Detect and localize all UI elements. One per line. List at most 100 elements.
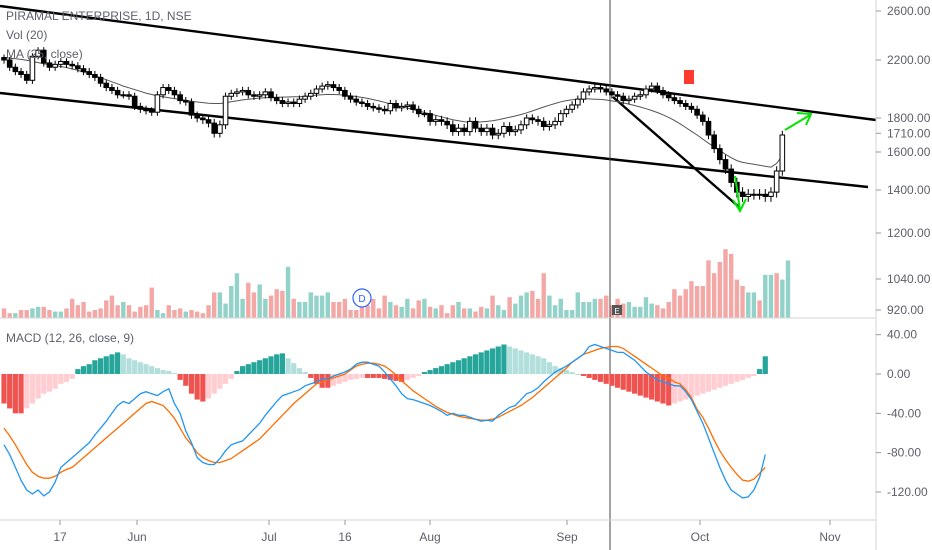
macd-histogram-bar <box>80 366 87 374</box>
macd-histogram-bar <box>739 374 746 380</box>
macd-histogram-bar <box>546 362 552 374</box>
macd-histogram-bar <box>103 356 109 374</box>
candle-body <box>307 92 314 97</box>
candle <box>512 125 519 136</box>
candle <box>404 101 411 111</box>
candle <box>535 115 541 126</box>
candle <box>137 102 144 113</box>
ma-indicator-label: MA (25, close) <box>6 47 83 61</box>
macd-histogram-bar <box>234 371 240 374</box>
macd-histogram-bar <box>552 366 558 374</box>
candle-body <box>603 88 610 93</box>
macd-histogram-bar <box>592 374 598 380</box>
volume-bar <box>734 279 740 318</box>
current-price-label: 1710.00 <box>887 126 931 140</box>
macd-histogram-bar <box>115 352 121 374</box>
volume-bar <box>444 313 450 318</box>
candle <box>756 189 763 200</box>
volume-bar <box>194 311 200 318</box>
macd-tick-label: -120.00 <box>887 485 928 499</box>
macd-histogram-bar <box>603 374 609 384</box>
candle <box>63 58 70 68</box>
candle <box>773 166 780 198</box>
candle <box>154 91 161 116</box>
macd-histogram-bar <box>467 356 473 374</box>
macd-histogram-bar <box>325 374 331 388</box>
candle-body <box>631 95 638 100</box>
candle-body <box>444 120 450 126</box>
symbol-title: PIRAMAL ENTERPRISE, 1D, NSE <box>6 9 192 23</box>
macd-histogram-bar <box>171 373 178 375</box>
candle-body <box>154 94 161 113</box>
volume-bar <box>18 310 24 318</box>
candle <box>268 88 274 102</box>
candle <box>501 122 507 138</box>
macd-histogram-bar <box>177 374 183 380</box>
macd-signal-line <box>3 345 766 482</box>
volume-bar <box>643 297 649 318</box>
candle-body <box>648 85 655 90</box>
candle-body <box>86 71 93 75</box>
candle-body <box>574 98 581 106</box>
candle <box>1 54 7 64</box>
candle <box>29 53 36 84</box>
macd-histogram-bar <box>7 374 13 409</box>
volume-bar <box>126 305 132 318</box>
candle <box>603 85 610 96</box>
volume-bar <box>138 306 143 318</box>
volume-bar <box>229 286 234 318</box>
candle-body <box>586 88 592 93</box>
candle-body <box>467 120 473 133</box>
candle <box>273 94 280 105</box>
candle <box>586 85 592 96</box>
candle-body <box>393 103 399 109</box>
earnings-badge <box>612 305 622 315</box>
volume-bar <box>484 308 490 318</box>
candle-body <box>97 76 104 84</box>
macd-histogram-bar <box>711 374 717 390</box>
candle-body <box>148 110 155 113</box>
candle-body <box>614 94 621 97</box>
macd-histogram-bar <box>512 348 518 374</box>
candle <box>177 91 183 105</box>
candle-body <box>109 87 115 91</box>
macd-histogram-bar <box>489 348 496 374</box>
macd-histogram-bar <box>222 374 229 384</box>
volume-bar <box>371 298 376 318</box>
candle <box>330 81 337 92</box>
macd-histogram-bar <box>1 374 7 404</box>
candle <box>637 91 644 100</box>
candle-body <box>592 87 598 90</box>
candle-body <box>217 124 223 134</box>
macd-histogram-bar <box>154 368 160 374</box>
candle <box>563 105 570 118</box>
down-arrow-shaft <box>734 175 741 211</box>
candle <box>296 95 303 108</box>
volume-bar <box>439 305 444 318</box>
volume-bar <box>592 298 598 318</box>
volume-bar <box>638 306 643 318</box>
candle-body <box>46 62 53 68</box>
macd-histogram-bar <box>507 346 513 374</box>
candle-body <box>120 94 127 97</box>
macd-histogram-bar <box>353 374 359 379</box>
volume-bar <box>416 300 421 318</box>
volume-bar <box>422 298 427 318</box>
macd-histogram-bar <box>671 374 677 404</box>
macd-histogram-bar <box>319 374 325 388</box>
macd-histogram-bar <box>393 374 399 381</box>
candle <box>205 115 212 128</box>
macd-histogram-bar <box>614 374 621 388</box>
volume-bar <box>354 310 359 318</box>
macd-histogram-bar <box>24 374 30 409</box>
volume-bar <box>172 310 177 318</box>
volume-bar <box>166 305 171 318</box>
candle-body <box>432 119 439 122</box>
macd-histogram-bar <box>279 353 285 374</box>
candle-body <box>546 124 553 128</box>
candle <box>347 92 354 103</box>
volume-bar <box>626 302 632 318</box>
candle-body <box>160 87 166 96</box>
candle <box>353 95 360 106</box>
volume-bar <box>751 292 757 318</box>
